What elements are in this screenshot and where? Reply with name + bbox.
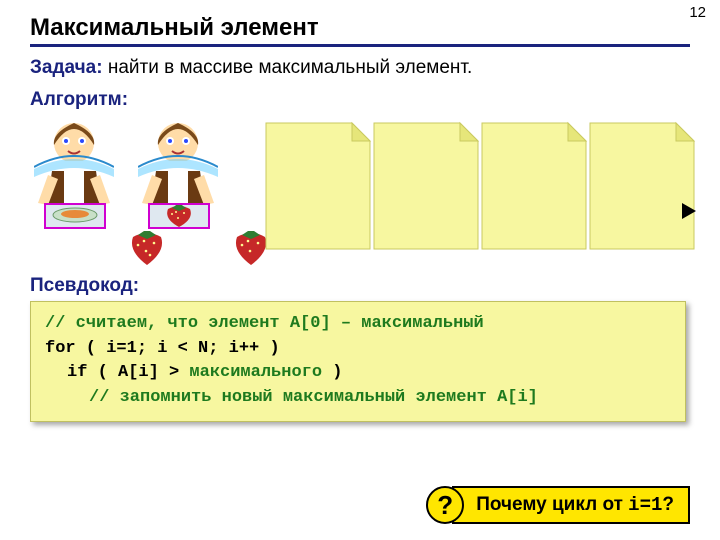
sticky-1 [372, 121, 480, 251]
question-mark-icon: ? [426, 486, 464, 524]
arrow-right-icon [682, 203, 696, 219]
code-line-1: // считаем, что элемент A[0] – максималь… [45, 312, 671, 337]
question-box: Почему цикл от i=1? [452, 486, 690, 524]
slide: 12 Максимальный элемент Задача: найти в … [0, 0, 720, 540]
question-code: i=1 [628, 494, 662, 516]
strawberry-1 [126, 231, 168, 270]
question-text-a: Почему цикл от [476, 494, 628, 515]
question-text-b: ? [662, 494, 674, 515]
code-line-4: // запомнить новый максимальный элемент … [45, 386, 671, 411]
sticky-0 [264, 121, 372, 251]
sticky-3 [588, 121, 696, 251]
soup-icon [51, 207, 99, 225]
strawberry-icon [162, 205, 196, 227]
code-line-3: if ( A[i] > максимального ) [45, 361, 671, 386]
task-text: найти в массиве максимальный элемент. [108, 57, 472, 78]
code-line-2: for ( i=1; i < N; i++ ) [45, 337, 671, 362]
plate-2 [148, 203, 210, 229]
page-title: Максимальный элемент [30, 14, 690, 42]
illustration [30, 119, 690, 267]
task-label: Задача: [30, 57, 103, 78]
plate-1 [44, 203, 106, 229]
sticky-2 [480, 121, 588, 251]
code-block: // считаем, что элемент A[0] – максималь… [30, 301, 686, 422]
task-line: Задача: найти в массиве максимальный эле… [30, 57, 690, 79]
title-rule [30, 44, 690, 47]
question-callout: ? Почему цикл от i=1? [426, 486, 690, 524]
algorithm-label: Алгоритм: [30, 89, 690, 111]
pseudocode-label: Псевдокод: [30, 275, 690, 297]
page-number: 12 [689, 4, 706, 21]
